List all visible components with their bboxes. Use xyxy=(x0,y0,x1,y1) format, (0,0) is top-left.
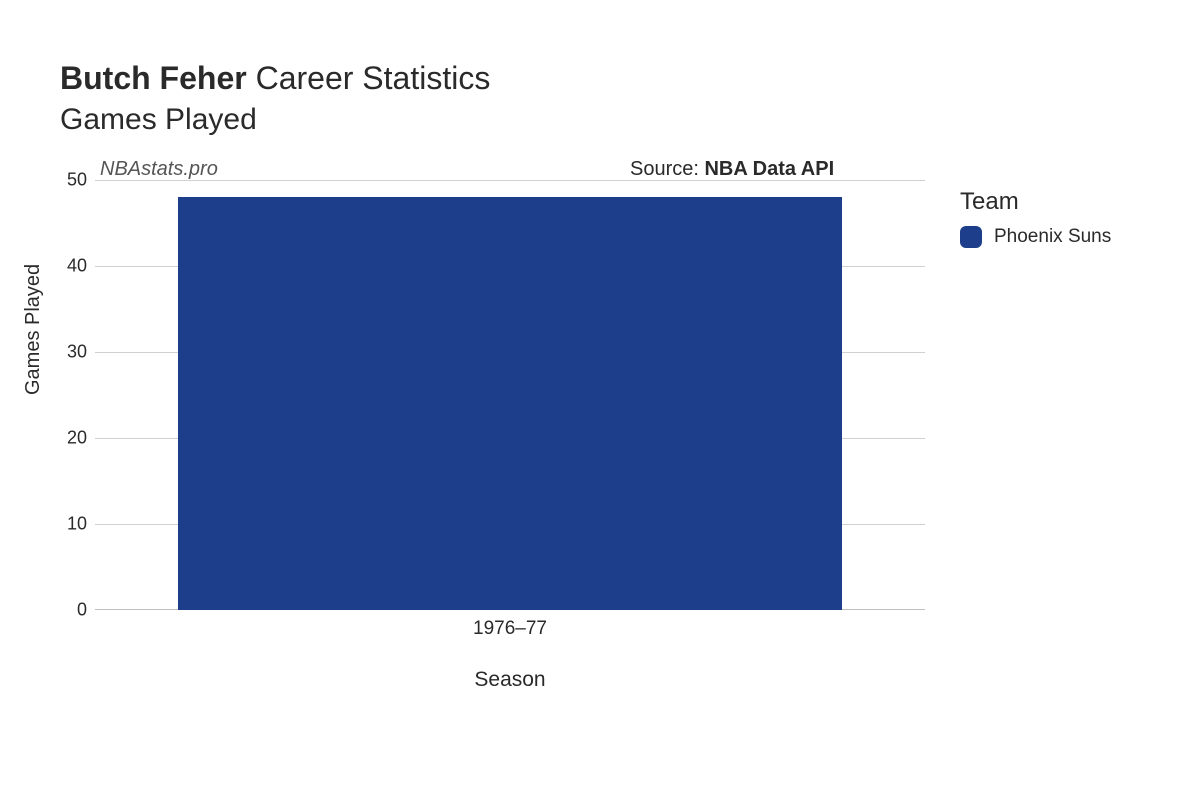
legend-item: Phoenix Suns xyxy=(960,226,1111,248)
y-tick-label: 20 xyxy=(67,428,87,449)
chart-title: Butch Feher Career Statistics xyxy=(60,60,490,97)
watermark-text: NBAstats.pro xyxy=(100,158,218,181)
y-tick-label: 50 xyxy=(67,170,87,191)
legend-title: Team xyxy=(960,188,1111,216)
legend-swatch xyxy=(960,226,982,248)
x-tick-label: 1976–77 xyxy=(473,618,547,640)
source-prefix: Source: xyxy=(630,158,704,180)
y-axis-label: Games Played xyxy=(22,264,45,395)
y-tick-label: 0 xyxy=(77,600,87,621)
title-block: Butch Feher Career Statistics Games Play… xyxy=(60,60,490,137)
source-attribution: Source: NBA Data API xyxy=(630,158,834,181)
legend: Team Phoenix Suns xyxy=(960,188,1111,248)
chart-subtitle: Games Played xyxy=(60,103,490,137)
title-suffix: Career Statistics xyxy=(247,60,491,96)
y-tick-label: 10 xyxy=(67,514,87,535)
y-tick-label: 30 xyxy=(67,342,87,363)
y-tick-label: 40 xyxy=(67,256,87,277)
bar xyxy=(178,197,842,610)
legend-label: Phoenix Suns xyxy=(994,226,1111,248)
chart-container: Butch Feher Career Statistics Games Play… xyxy=(0,0,1200,800)
plot-area: 010203040501976–77 xyxy=(95,180,925,610)
source-name: NBA Data API xyxy=(704,158,834,180)
player-name: Butch Feher xyxy=(60,60,247,96)
x-axis-label: Season xyxy=(474,668,545,692)
